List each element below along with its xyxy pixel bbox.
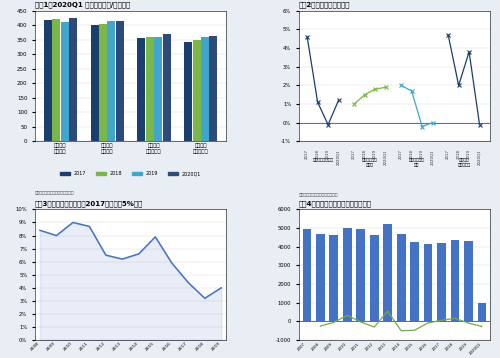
Bar — [162, 34, 170, 141]
Bar — [370, 234, 378, 321]
Bar — [60, 22, 68, 141]
Text: 2018: 2018 — [316, 149, 320, 159]
Bar — [138, 38, 145, 141]
Text: 2018: 2018 — [456, 149, 460, 159]
Text: 2018: 2018 — [410, 149, 414, 159]
Bar — [302, 229, 312, 321]
利用小时同比（小时） — [331, 320, 337, 324]
Text: 2017: 2017 — [446, 149, 450, 159]
利用小时同比（小时） — [344, 313, 350, 318]
Text: 2020Q1: 2020Q1 — [384, 149, 388, 165]
Bar — [99, 24, 107, 141]
Legend: 2017, 2018, 2019, 2020Q1: 2017, 2018, 2019, 2020Q1 — [58, 169, 203, 178]
利用小时同比（小时） — [479, 324, 485, 329]
Bar — [478, 303, 486, 321]
利用小时同比（小时） — [398, 329, 404, 333]
利用小时同比（小时） — [384, 309, 390, 313]
Bar — [146, 38, 154, 141]
Bar — [410, 242, 419, 321]
Text: 图表1：2020Q1 电价概览（元/兆瓦时）: 图表1：2020Q1 电价概览（元/兆瓦时） — [35, 1, 130, 8]
Text: 2017: 2017 — [305, 149, 309, 159]
Bar — [397, 234, 406, 321]
Bar — [424, 244, 432, 321]
Text: 2019: 2019 — [373, 149, 377, 159]
利用小时同比（小时） — [358, 320, 364, 324]
Bar — [464, 241, 473, 321]
Text: 2019: 2019 — [467, 149, 471, 159]
Bar — [116, 21, 124, 141]
Line: 利用小时同比（小时）: 利用小时同比（小时） — [320, 311, 482, 331]
Text: 2018: 2018 — [362, 149, 366, 159]
Bar — [201, 37, 209, 141]
Bar — [437, 243, 446, 321]
Text: 图表3：火电装机容量增速2017年后降至5%以下: 图表3：火电装机容量增速2017年后降至5%以下 — [35, 200, 144, 207]
Bar — [69, 18, 77, 141]
Bar — [192, 40, 200, 141]
Bar — [384, 224, 392, 321]
Bar — [356, 229, 365, 321]
Bar — [52, 19, 60, 141]
Bar — [450, 240, 460, 321]
Bar — [154, 37, 162, 141]
Bar — [44, 20, 52, 141]
Text: 2019: 2019 — [420, 149, 424, 159]
Text: 图表4：火电利用小时数概览（小时）: 图表4：火电利用小时数概览（小时） — [299, 200, 372, 207]
Bar — [210, 36, 218, 141]
Text: 2017: 2017 — [399, 149, 403, 159]
Bar — [330, 234, 338, 321]
Text: 2020Q1: 2020Q1 — [336, 149, 340, 165]
Text: 2017: 2017 — [352, 149, 356, 159]
Text: 来源：公司公告，国金证券研究所: 来源：公司公告，国金证券研究所 — [35, 191, 74, 195]
利用小时同比（小时） — [452, 316, 458, 320]
Bar — [108, 21, 116, 141]
利用小时同比（小时） — [466, 321, 471, 325]
Text: 2019: 2019 — [326, 149, 330, 159]
Text: 来源：公司公告，国金证券研究所: 来源：公司公告，国金证券研究所 — [299, 193, 338, 197]
Text: 图表2：火电企业电价变化: 图表2：火电企业电价变化 — [299, 1, 350, 8]
Text: 2020Q1: 2020Q1 — [478, 149, 482, 165]
利用小时同比（小时） — [425, 321, 431, 325]
利用小时同比（小时） — [412, 328, 418, 332]
利用小时同比（小时） — [371, 325, 377, 329]
Bar — [343, 228, 351, 321]
利用小时同比（小时） — [318, 324, 324, 328]
Bar — [90, 25, 98, 141]
Bar — [184, 42, 192, 141]
利用小时同比（小时） — [438, 318, 444, 323]
Bar — [316, 234, 324, 321]
Text: 2020Q1: 2020Q1 — [430, 149, 434, 165]
